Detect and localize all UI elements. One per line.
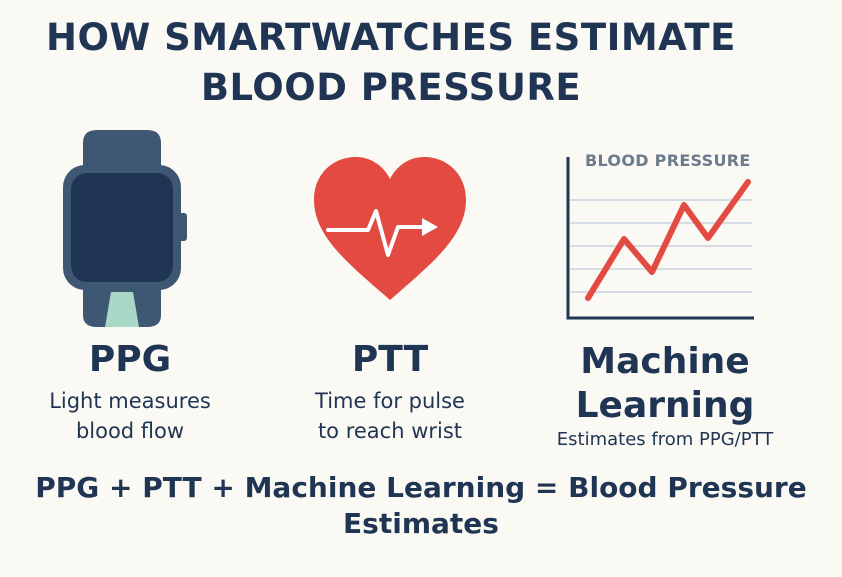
smartwatch-icon — [63, 130, 187, 327]
watch-screen — [71, 173, 173, 282]
page-title-line-2: BLOOD PRESSURE — [200, 66, 582, 109]
ptt-description-line-2: to reach wrist — [317, 419, 463, 443]
pulse-line — [326, 209, 428, 257]
page-title-line-1: HOW SMARTWATCHES ESTIMATE — [46, 16, 736, 59]
ptt-description-line-1: Time for pulse — [315, 389, 465, 413]
machine-learning-title-line-2: Learning — [575, 385, 755, 426]
summary-line-2: Estimates — [343, 507, 499, 540]
pulse-arrowhead — [422, 218, 438, 236]
ppg-description-line-2: blood flow — [75, 419, 185, 443]
machine-learning-title: Machine Learning — [540, 340, 790, 428]
chart-label: BLOOD PRESSURE — [585, 151, 751, 170]
ptt-title: PTT — [351, 339, 429, 380]
heart-shape — [314, 157, 466, 300]
summary-line-1: PPG + PTT + Machine Learning = Blood Pre… — [35, 471, 807, 504]
machine-learning-description: Estimates from PPG/PTT — [556, 429, 774, 450]
watch-strap-top — [83, 130, 161, 170]
watch-light-beam — [105, 292, 139, 327]
chart-trend-line — [585, 179, 751, 301]
line-chart-icon: BLOOD PRESSURE — [566, 151, 754, 320]
machine-learning-title-line-1: Machine — [580, 341, 750, 382]
ppg-title: PPG — [88, 339, 172, 380]
ptt-description: Time for pulse to reach wrist — [285, 386, 495, 446]
heart-pulse-icon — [314, 157, 466, 300]
ppg-description-line-1: Light measures — [49, 389, 211, 413]
ppg-description: Light measures blood flow — [25, 386, 235, 446]
chart-axes — [566, 157, 754, 320]
